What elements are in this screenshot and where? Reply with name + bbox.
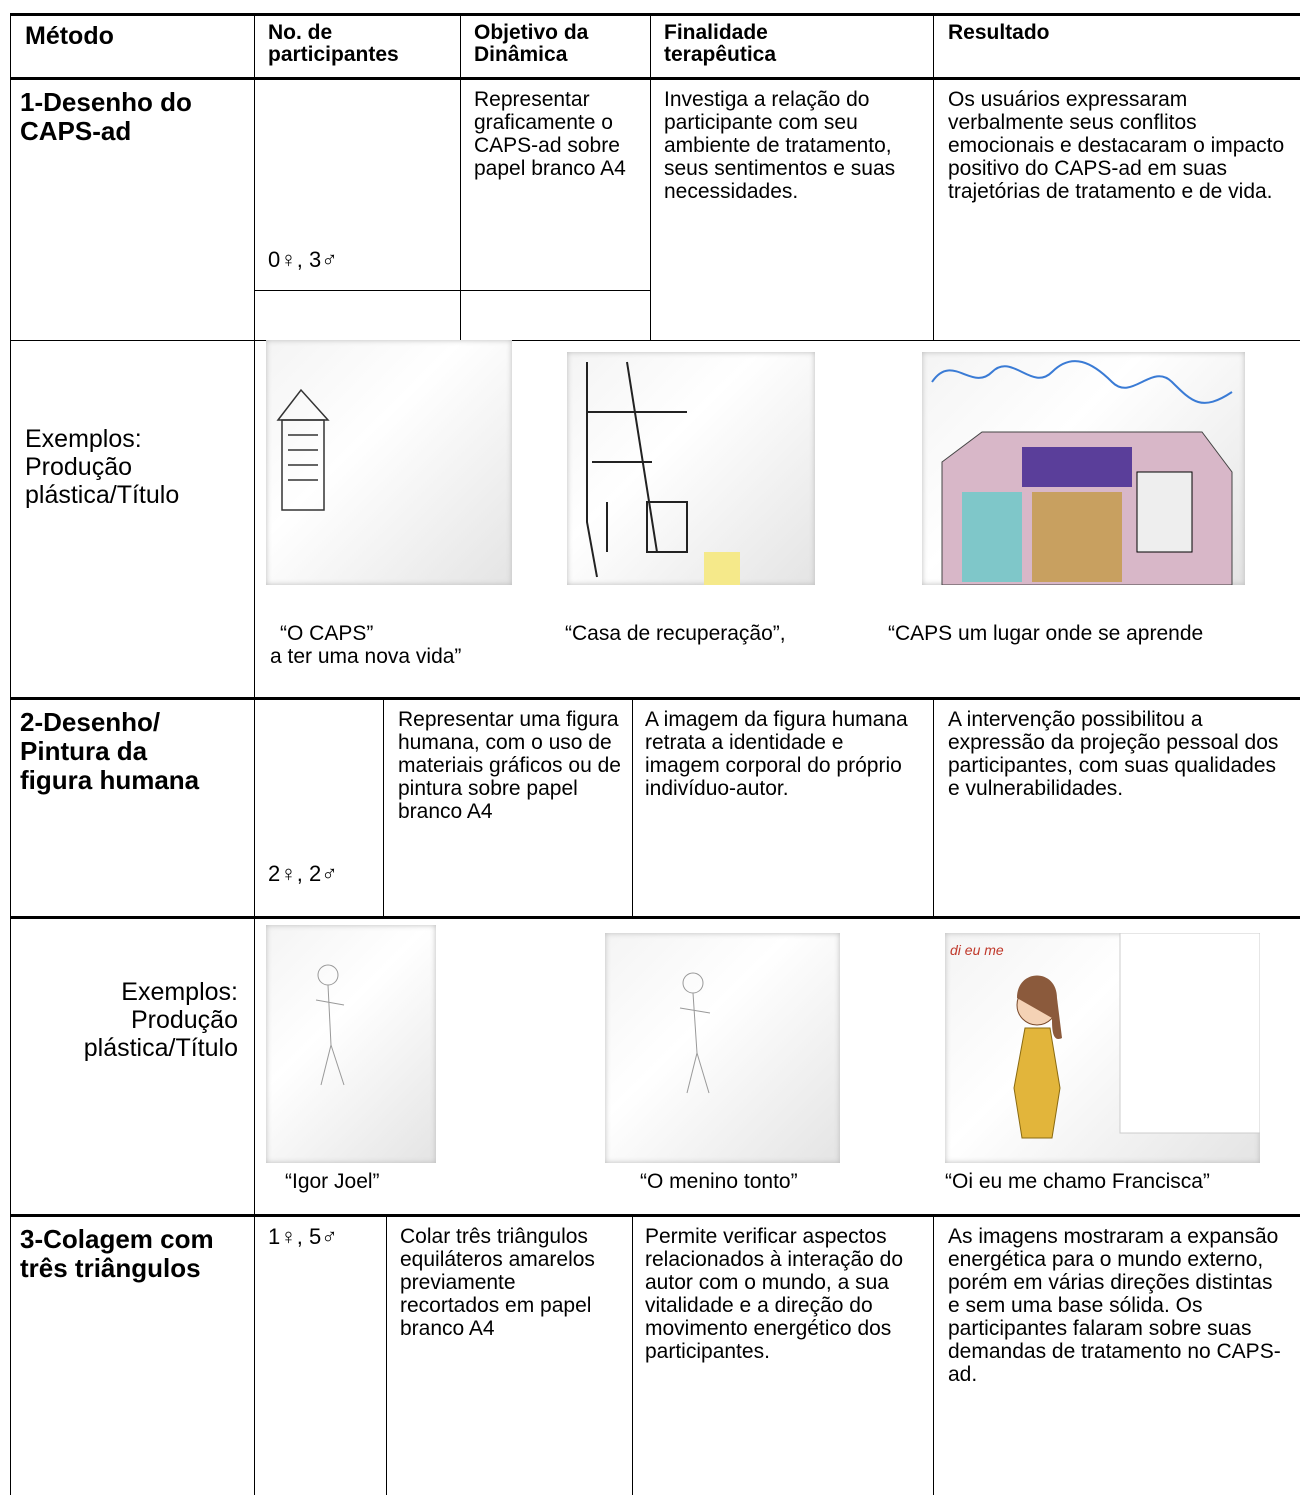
caption: “O CAPS”	[280, 622, 374, 645]
participants: 1♀, 5♂	[268, 1224, 338, 1249]
participants: 2♀, 2♂	[268, 861, 338, 886]
rule	[650, 14, 651, 340]
drawing-image	[266, 340, 512, 585]
rule	[933, 698, 934, 917]
rule	[933, 14, 934, 340]
rule	[10, 916, 1300, 919]
rule	[383, 698, 384, 917]
rule	[254, 14, 255, 1495]
header-cell: Resultado	[948, 21, 1050, 44]
caption: a ter uma nova vida”	[270, 645, 462, 668]
drawing-image	[266, 925, 436, 1163]
rule	[10, 77, 1300, 80]
method: 2-Desenho/ Pintura da figura humana	[20, 707, 200, 795]
rule	[386, 1215, 387, 1495]
result: A intervenção possibilitou a expressão d…	[948, 708, 1279, 800]
rule	[460, 14, 461, 340]
method: 3-Colagem com três triângulos	[20, 1224, 214, 1283]
caption: “Oi eu me chamo Francisca”	[945, 1170, 1210, 1193]
participants: 0♀, 3♂	[268, 247, 338, 272]
rule	[10, 1214, 1300, 1217]
drawing-image: di eu me	[945, 933, 1260, 1163]
objective: Representar uma figura humana, com o uso…	[398, 708, 621, 823]
result: Os usuários expressaram verbalmente seus…	[948, 88, 1285, 203]
svg-text:di eu me: di eu me	[950, 942, 1004, 958]
drawing-image	[922, 352, 1245, 585]
caption: “CAPS um lugar onde se aprende	[888, 622, 1204, 645]
caption: “Casa de recuperação”,	[565, 622, 786, 645]
examples-label: Exemplos: Produção plástica/Título	[25, 425, 180, 509]
objective: Colar três triângulos equiláteros amarel…	[400, 1225, 595, 1340]
caption: “O menino tonto”	[640, 1170, 798, 1193]
drawing-image	[605, 933, 840, 1163]
rule	[10, 697, 1300, 700]
rule	[632, 698, 633, 917]
purpose: A imagem da figura humana retrata a iden…	[645, 708, 908, 800]
rule	[933, 1215, 934, 1495]
header-cell: Método	[25, 22, 114, 50]
purpose: Permite verificar aspectos relacionados …	[645, 1225, 904, 1363]
examples-label: Exemplos: Produção plástica/Título	[83, 978, 238, 1062]
rule	[10, 13, 1300, 16]
header-cell: Objetivo da Dinâmica	[474, 21, 589, 66]
caption: “Igor Joel”	[285, 1170, 380, 1193]
purpose: Investiga a relação do participante com …	[664, 88, 896, 203]
method: 1-Desenho do CAPS-ad	[20, 87, 192, 146]
rule	[254, 290, 650, 291]
result: As imagens mostraram a expansão energéti…	[948, 1225, 1281, 1386]
drawing-image	[567, 352, 815, 585]
header-cell: No. de participantes	[268, 21, 399, 66]
objective: Representar graficamente o CAPS-ad sobre…	[474, 88, 626, 180]
rule	[632, 1215, 633, 1495]
rule	[10, 14, 11, 1495]
rule	[10, 340, 1300, 341]
header-cell: Finalidade terapêutica	[664, 21, 777, 66]
